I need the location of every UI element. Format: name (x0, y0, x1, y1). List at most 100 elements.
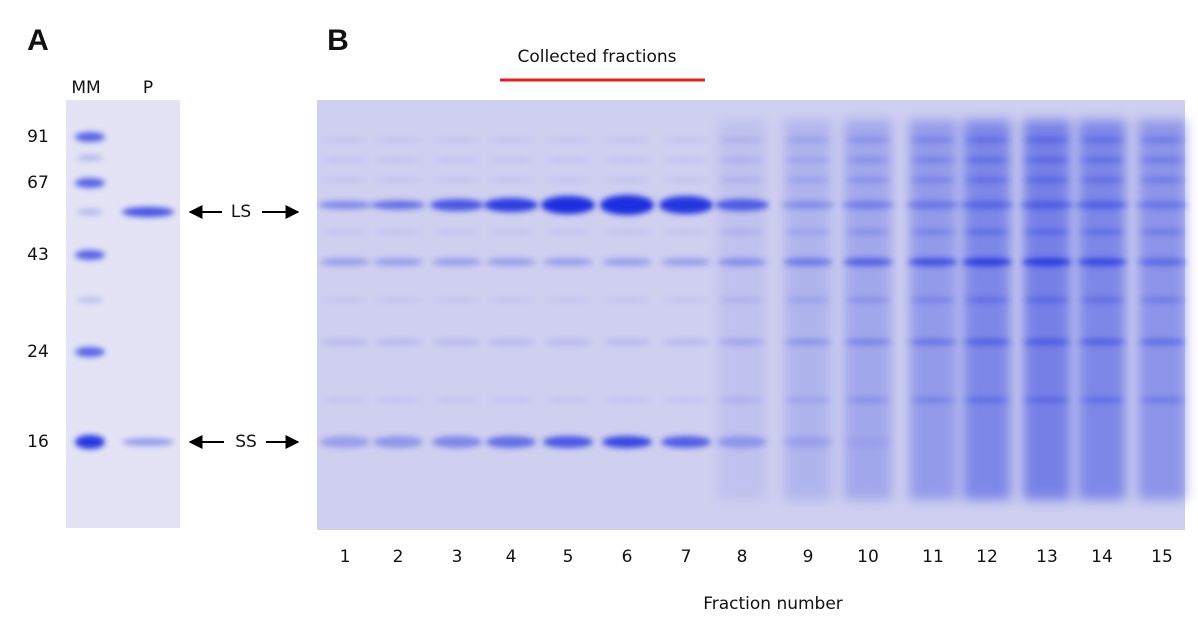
marker-label: 43 (27, 245, 49, 265)
band (1138, 339, 1186, 345)
band (964, 397, 1010, 403)
band (604, 229, 650, 235)
band (1137, 258, 1187, 266)
band (908, 258, 958, 266)
band (783, 436, 833, 448)
band (322, 397, 368, 403)
band (322, 229, 368, 235)
band (375, 229, 421, 235)
band (1020, 201, 1074, 209)
band (375, 297, 421, 303)
band (1139, 297, 1185, 303)
band (75, 347, 105, 357)
band (486, 258, 536, 266)
band (604, 137, 650, 143)
band (663, 177, 709, 183)
band (785, 229, 831, 235)
band (488, 397, 534, 403)
band (719, 229, 765, 235)
band (1024, 177, 1070, 183)
band (488, 137, 534, 143)
band (604, 397, 650, 403)
band (781, 201, 835, 209)
band (545, 137, 591, 143)
band (600, 195, 654, 215)
band (662, 339, 710, 345)
band (434, 297, 480, 303)
fraction-label: 13 (1036, 547, 1058, 567)
band (1139, 137, 1185, 143)
axis-label: Fraction number (703, 594, 843, 614)
band (719, 137, 765, 143)
band (964, 137, 1010, 143)
band (604, 177, 650, 183)
gel-a (66, 100, 180, 528)
arrows (188, 205, 300, 449)
band (75, 250, 105, 260)
band (1024, 229, 1070, 235)
lane-label: MM (71, 78, 100, 98)
band (910, 137, 956, 143)
marker-label: 91 (27, 127, 49, 147)
fraction-label: 15 (1151, 547, 1173, 567)
band (545, 157, 591, 163)
fraction-label: 8 (737, 547, 748, 567)
fraction-label: 2 (393, 547, 404, 567)
band (845, 229, 891, 235)
band (1023, 339, 1071, 345)
band (962, 258, 1012, 266)
band (910, 229, 956, 235)
band (75, 132, 105, 142)
band (906, 201, 960, 209)
marker-label: 67 (27, 173, 49, 193)
band (785, 397, 831, 403)
band (663, 229, 709, 235)
band (1022, 258, 1072, 266)
fraction-label: 10 (857, 547, 879, 567)
band (661, 258, 711, 266)
band (718, 339, 766, 345)
smear (1138, 120, 1186, 500)
band (964, 157, 1010, 163)
band (484, 198, 538, 212)
band (434, 157, 480, 163)
band (784, 339, 832, 345)
band (375, 137, 421, 143)
band (843, 436, 893, 448)
band (663, 397, 709, 403)
lane-label: P (143, 78, 153, 98)
band (1135, 201, 1189, 209)
band (783, 258, 833, 266)
band (322, 137, 368, 143)
band (963, 339, 1011, 345)
band-label: SS (235, 432, 257, 452)
band (845, 137, 891, 143)
band (602, 436, 652, 448)
band (659, 196, 713, 214)
band (371, 200, 425, 210)
band (841, 201, 895, 209)
band (845, 297, 891, 303)
fraction-label: 7 (681, 547, 692, 567)
band (122, 207, 174, 217)
smear (1023, 120, 1071, 500)
band (785, 157, 831, 163)
band (544, 339, 592, 345)
fraction-label: 14 (1091, 547, 1113, 567)
band (122, 438, 174, 446)
panel-label: A (27, 24, 49, 57)
band (373, 436, 423, 448)
band (375, 397, 421, 403)
band (1139, 229, 1185, 235)
band (845, 157, 891, 163)
band (545, 297, 591, 303)
band (604, 297, 650, 303)
band (719, 297, 765, 303)
marker-label: 16 (27, 432, 49, 452)
band (964, 297, 1010, 303)
band (75, 178, 105, 188)
band (541, 196, 595, 214)
smear (909, 120, 957, 500)
band (661, 436, 711, 448)
band (910, 397, 956, 403)
